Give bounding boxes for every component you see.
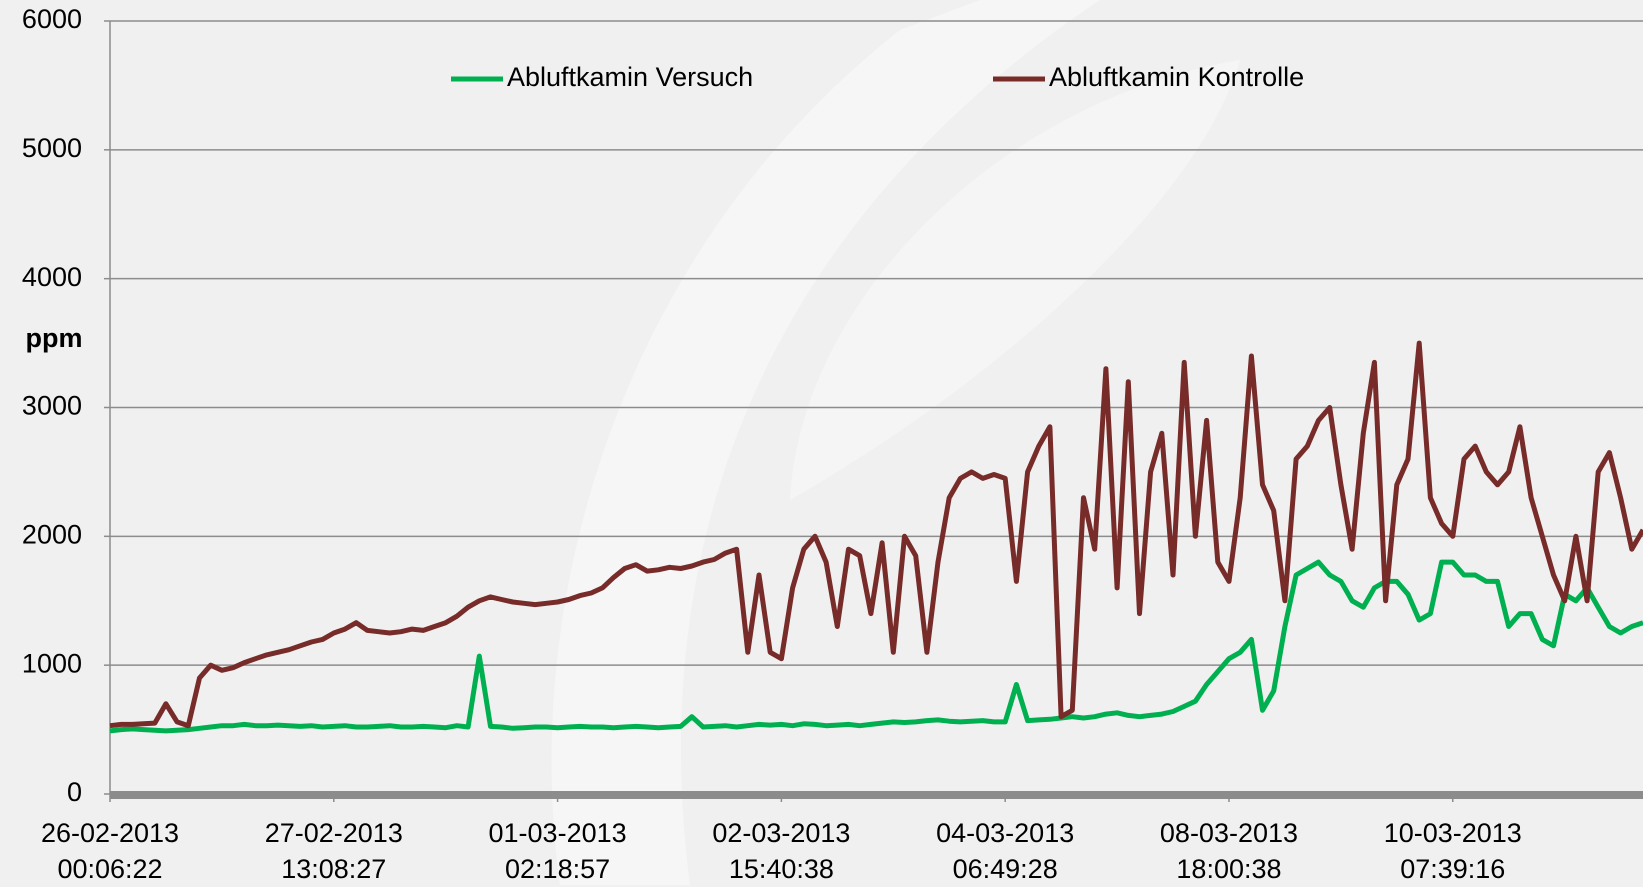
x-axis bbox=[110, 791, 1643, 799]
legend-label: Abluftkamin Versuch bbox=[507, 62, 753, 92]
x-tick-label: 01-03-2013 02:18:57 bbox=[488, 818, 627, 884]
series-line bbox=[109, 340, 1643, 729]
y-tick-label: 1000 bbox=[22, 648, 82, 678]
y-axis-label: ppm bbox=[26, 323, 83, 353]
x-tick-label: 10-03-2013 07:39:16 bbox=[1383, 818, 1522, 884]
y-tick-label: 3000 bbox=[22, 391, 82, 421]
x-tick-label: 02-03-2013 15:40:38 bbox=[712, 818, 851, 884]
legend-label: Abluftkamin Kontrolle bbox=[1049, 62, 1304, 92]
x-tick-label: 08-03-2013 18:00:38 bbox=[1159, 818, 1299, 884]
y-tick-label: 0 bbox=[67, 777, 82, 807]
y-tick-label: 5000 bbox=[22, 133, 82, 163]
y-tick-label: 6000 bbox=[22, 4, 82, 34]
y-tick-label: 2000 bbox=[22, 519, 82, 549]
y-tick-label: 4000 bbox=[22, 262, 82, 292]
background-swoosh bbox=[790, 60, 1240, 500]
x-tick-label: 04-03-2013 06:49:28 bbox=[936, 818, 1075, 884]
x-tick-label: 27-02-2013 13:08:27 bbox=[264, 818, 403, 884]
x-tick-label: 26-02-2013 00:06:22 bbox=[40, 818, 180, 884]
